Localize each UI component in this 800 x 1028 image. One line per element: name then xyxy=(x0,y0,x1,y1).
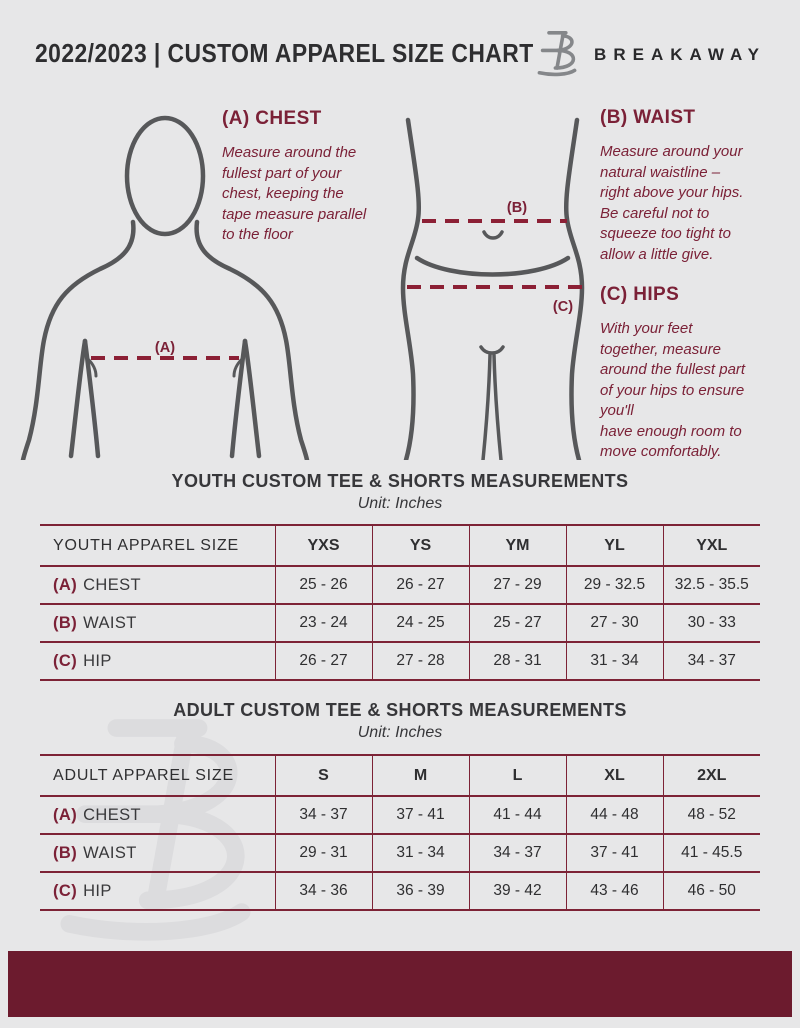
table-row: (A) CHEST 34 - 37 37 - 41 41 - 44 44 - 48… xyxy=(40,796,760,834)
adult-table-unit: Unit: Inches xyxy=(357,724,443,741)
table-row: (A) CHEST 25 - 26 26 - 27 27 - 29 29 - 32… xyxy=(40,566,760,604)
adult-size-m: M xyxy=(371,755,469,796)
adult-waist-label: (B) WAIST xyxy=(40,834,275,872)
youth-hip-label: (C) HIP xyxy=(40,642,275,680)
footer-bar xyxy=(8,951,792,1017)
row-label: HIP xyxy=(83,881,112,900)
row-prefix: (C) xyxy=(53,881,78,900)
youth-waist-label: (B) WAIST xyxy=(40,604,275,642)
table-row: (B) WAIST 23 - 24 24 - 25 25 - 27 27 - 30… xyxy=(40,604,760,642)
table-cell: 25 - 27 xyxy=(468,604,566,642)
chest-body: Measure around the fullest part of your … xyxy=(222,144,367,244)
row-prefix: (A) xyxy=(53,805,78,824)
breakaway-b-logo-icon xyxy=(533,26,581,78)
table-cell: 43 - 46 xyxy=(565,872,663,910)
table-row: (C) HIP 26 - 27 27 - 28 28 - 31 31 - 34 3… xyxy=(40,642,760,680)
youth-size-ym: YM xyxy=(468,525,566,566)
adult-hip-label: (C) HIP xyxy=(40,872,275,910)
table-cell: 36 - 39 xyxy=(371,872,469,910)
waist-line-label: (B) xyxy=(507,200,527,216)
youth-size-yxl: YXL xyxy=(662,525,760,566)
youth-size-yxs: YXS xyxy=(274,525,372,566)
table-cell: 37 - 41 xyxy=(565,834,663,872)
row-label: HIP xyxy=(83,651,112,670)
table-cell: 32.5 - 35.5 xyxy=(662,566,760,604)
adult-header-row: ADULT APPAREL SIZE S M L XL 2XL xyxy=(40,755,760,796)
table-cell: 46 - 50 xyxy=(662,872,760,910)
table-cell: 34 - 36 xyxy=(274,872,372,910)
table-cell: 44 - 48 xyxy=(565,796,663,834)
adult-table-title: ADULT CUSTOM TEE & SHORTS MEASUREMENTS xyxy=(173,700,627,720)
hips-instructions: (C) HIPS With your feet together, measur… xyxy=(600,284,790,463)
waist-body: Measure around your natural waistline – … xyxy=(600,143,744,263)
brand-name: BREAKAWAY xyxy=(594,45,766,64)
table-cell: 31 - 34 xyxy=(565,642,663,680)
adult-size-2xl: 2XL xyxy=(662,755,760,796)
hips-body: With your feet together, measure around … xyxy=(600,320,746,461)
adult-size-table: ADULT APPAREL SIZE S M L XL 2XL (A) CHEST… xyxy=(40,754,760,911)
adult-size-column-header: ADULT APPAREL SIZE xyxy=(53,766,234,784)
table-cell: 26 - 27 xyxy=(371,566,469,604)
table-cell: 27 - 30 xyxy=(565,604,663,642)
row-label: CHEST xyxy=(83,575,142,594)
youth-chest-label: (A) CHEST xyxy=(40,566,275,604)
table-cell: 28 - 31 xyxy=(468,642,566,680)
table-cell: 25 - 26 xyxy=(274,566,372,604)
adult-size-s: S xyxy=(274,755,372,796)
row-prefix: (B) xyxy=(53,843,78,862)
table-cell: 24 - 25 xyxy=(371,604,469,642)
row-prefix: (B) xyxy=(53,613,78,632)
waist-instructions: (B) WAIST Measure around your natural wa… xyxy=(600,107,786,265)
table-cell: 34 - 37 xyxy=(662,642,760,680)
table-cell: 26 - 27 xyxy=(274,642,372,680)
youth-size-table: YOUTH APPAREL SIZE YXS YS YM YL YXL (A) C… xyxy=(40,524,760,681)
adult-chest-label: (A) CHEST xyxy=(40,796,275,834)
adult-size-l: L xyxy=(468,755,566,796)
youth-section-header: YOUTH CUSTOM TEE & SHORTS MEASUREMENTS U… xyxy=(0,471,800,513)
youth-size-column-header: YOUTH APPAREL SIZE xyxy=(53,536,240,554)
table-cell: 27 - 29 xyxy=(468,566,566,604)
table-cell: 23 - 24 xyxy=(274,604,372,642)
table-row: (B) WAIST 29 - 31 31 - 34 34 - 37 37 - 41… xyxy=(40,834,760,872)
hips-line-label: (C) xyxy=(553,299,573,315)
brand-logo-group: BREAKAWAY xyxy=(533,26,766,78)
row-prefix: (A) xyxy=(53,575,78,594)
table-cell: 31 - 34 xyxy=(371,834,469,872)
row-prefix: (C) xyxy=(53,651,78,670)
table-cell: 37 - 41 xyxy=(371,796,469,834)
waist-heading: (B) WAIST xyxy=(600,107,696,128)
table-cell: 29 - 31 xyxy=(274,834,372,872)
adult-size-xl: XL xyxy=(565,755,663,796)
waist-hips-figure-illustration: (B) (C) xyxy=(400,117,585,460)
table-row: (C) HIP 34 - 36 36 - 39 39 - 42 43 - 46 4… xyxy=(40,872,760,910)
table-cell: 48 - 52 xyxy=(662,796,760,834)
chest-figure-illustration: (A) xyxy=(20,115,310,460)
chest-instructions: (A) CHEST Measure around the fullest par… xyxy=(222,108,404,246)
row-label: CHEST xyxy=(83,805,142,824)
youth-table-title: YOUTH CUSTOM TEE & SHORTS MEASUREMENTS xyxy=(171,471,629,491)
table-cell: 34 - 37 xyxy=(468,834,566,872)
table-cell: 27 - 28 xyxy=(371,642,469,680)
chest-line-label: (A) xyxy=(155,340,175,356)
row-label: WAIST xyxy=(83,613,137,632)
table-cell: 34 - 37 xyxy=(274,796,372,834)
page-title: 2022/2023 | CUSTOM APPAREL SIZE CHART xyxy=(35,38,602,69)
youth-header-row: YOUTH APPAREL SIZE YXS YS YM YL YXL xyxy=(40,525,760,566)
page-title-text: 2022/2023 | CUSTOM APPAREL SIZE CHART xyxy=(35,38,534,68)
table-cell: 30 - 33 xyxy=(662,604,760,642)
table-cell: 41 - 44 xyxy=(468,796,566,834)
row-label: WAIST xyxy=(83,843,137,862)
table-cell: 41 - 45.5 xyxy=(662,834,760,872)
youth-table-unit: Unit: Inches xyxy=(357,495,443,512)
table-cell: 29 - 32.5 xyxy=(565,566,663,604)
youth-size-yl: YL xyxy=(565,525,663,566)
youth-size-ys: YS xyxy=(371,525,469,566)
hips-heading: (C) HIPS xyxy=(600,284,680,305)
table-cell: 39 - 42 xyxy=(468,872,566,910)
adult-section-header: ADULT CUSTOM TEE & SHORTS MEASUREMENTS U… xyxy=(0,700,800,742)
chest-heading: (A) CHEST xyxy=(222,108,322,129)
